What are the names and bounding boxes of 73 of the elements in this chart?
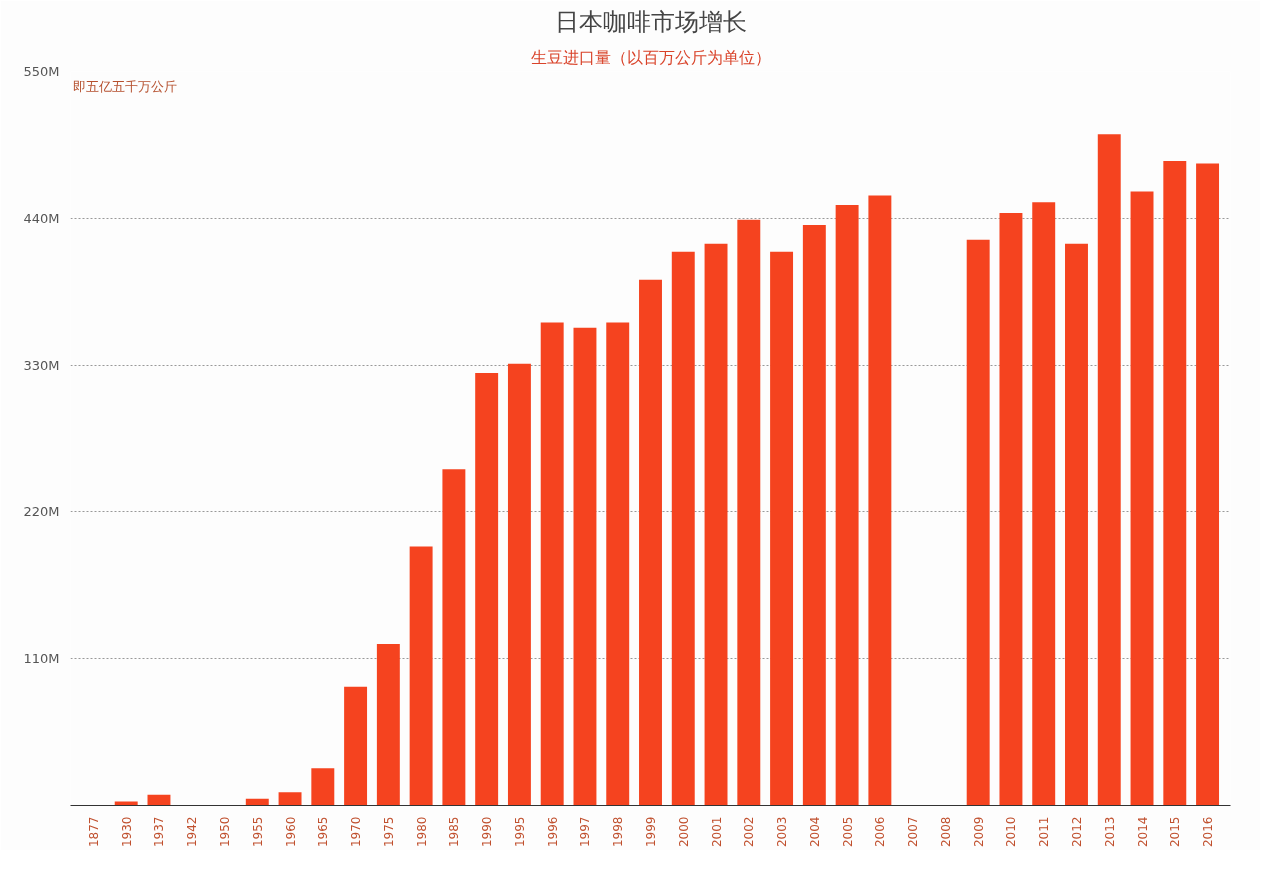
bar: [573, 327, 597, 806]
x-tick-label: 1985: [447, 816, 462, 848]
bar: [639, 279, 662, 806]
chart-title: 日本咖啡市场增长: [554, 7, 747, 36]
x-tick-label: 1975: [381, 816, 396, 848]
x-tick-label: 1999: [644, 816, 658, 848]
y-tick-label: 550M: [23, 64, 60, 79]
annotation: 即五亿五千万公斤: [72, 78, 177, 94]
x-tick-label: 2013: [1102, 816, 1117, 848]
x-tick-label: 2002: [742, 816, 757, 848]
bar: [507, 363, 531, 806]
x-tick-label: 1990: [480, 816, 495, 848]
bar: [606, 322, 630, 806]
bar: [311, 768, 335, 806]
x-tick-label: 1996: [545, 816, 560, 848]
x-tick-label: 2000: [676, 816, 691, 848]
x-tick-label: 2015: [1168, 816, 1183, 848]
bar: [835, 204, 859, 806]
bar: [1065, 243, 1088, 806]
y-tick-label: 330M: [23, 357, 60, 373]
x-tick-label: 2010: [1004, 816, 1019, 848]
x-tick-label: 1942: [185, 816, 200, 848]
bar: [540, 322, 564, 806]
bar: [737, 219, 761, 806]
bar: [671, 251, 695, 806]
x-tick-label: 2008: [938, 816, 953, 848]
x-tick-label: 2012: [1069, 816, 1084, 848]
bar: [802, 224, 826, 806]
x-tick-label: 2005: [840, 816, 855, 848]
bar: [376, 644, 400, 806]
x-tick-label: 2009: [971, 816, 986, 848]
bar: [999, 212, 1023, 806]
x-tick-label: 1995: [512, 816, 527, 848]
x-tick-label: 1960: [283, 816, 298, 848]
bar: [409, 546, 433, 806]
x-tick-label: 1955: [250, 816, 265, 848]
bar: [278, 792, 302, 806]
bar: [704, 243, 728, 806]
bar: [344, 686, 368, 806]
bar: [770, 251, 794, 806]
x-tick-label: 1930: [119, 816, 134, 848]
x-tick-label: 1965: [316, 816, 331, 848]
x-tick-label: 1877: [86, 816, 101, 848]
bar: [147, 794, 171, 806]
x-tick-label: 2011: [1037, 816, 1052, 848]
bar: [1097, 134, 1121, 806]
x-tick-label: 2006: [873, 816, 888, 848]
x-tick-label: 2004: [807, 816, 822, 848]
x-tick-label: 1970: [349, 816, 364, 848]
y-tick-label: 220M: [23, 504, 60, 520]
bar: [868, 195, 892, 806]
bar: [475, 373, 499, 806]
x-tick-label: 2001: [709, 816, 724, 848]
bar: [245, 798, 269, 806]
bar: [1196, 163, 1220, 806]
x-tick-label: 1997: [578, 816, 593, 848]
chart-subtitle: 生豆进口量（以百万公斤为单位）: [530, 47, 771, 67]
bar: [1163, 160, 1187, 806]
bar: [442, 469, 466, 806]
bar: [114, 801, 138, 806]
x-tick-label: 1998: [611, 816, 626, 848]
bar: [1130, 191, 1154, 806]
x-tick-label: 1980: [414, 816, 429, 848]
x-tick-label: 1950: [218, 816, 233, 848]
x-tick-label: 2014: [1135, 816, 1150, 848]
x-tick-label: 1937: [152, 816, 167, 848]
x-tick-label: 2007: [906, 816, 921, 848]
x-tick-label: 2016: [1201, 816, 1216, 848]
bar: [966, 239, 990, 806]
y-tick-label: 440M: [23, 210, 60, 226]
bar: [1032, 202, 1056, 806]
x-tick-label: 2003: [775, 816, 790, 848]
y-tick-label: 110M: [23, 651, 60, 667]
